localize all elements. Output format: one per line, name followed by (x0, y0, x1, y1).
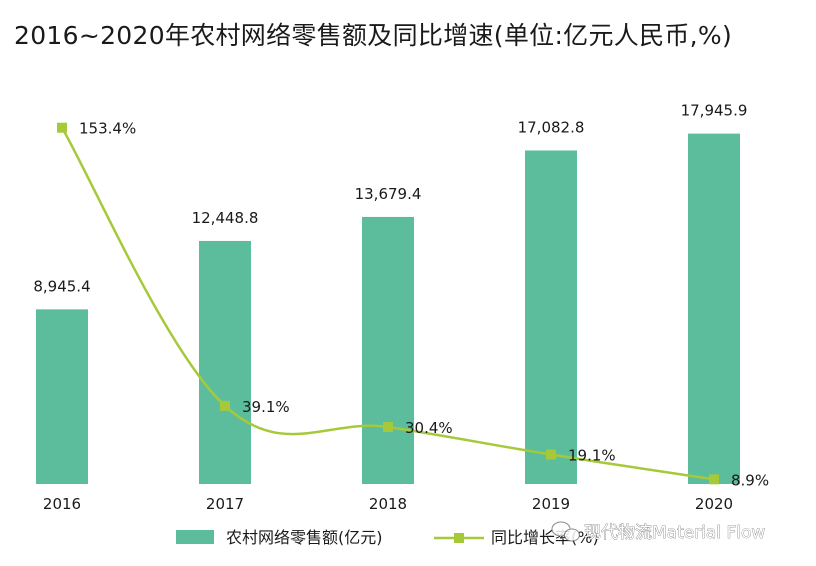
bar-value-label: 17,082.8 (518, 118, 585, 136)
watermark-text: 现代物流Material Flow (584, 523, 765, 543)
line-value-label: 30.4% (405, 419, 453, 437)
line-value-label: 19.1% (568, 447, 616, 465)
wechat-icon (551, 521, 580, 542)
legend: 农村网络零售额(亿元) 同比增长率(%) (176, 528, 599, 547)
category-label-2019: 2019 (532, 495, 570, 513)
legend-bar-label: 农村网络零售额(亿元) (226, 528, 383, 547)
category-label-2016: 2016 (43, 495, 81, 513)
bar-value-label: 17,945.9 (681, 102, 748, 120)
bar-value-label: 12,448.8 (192, 209, 259, 227)
bar-2018 (362, 216, 414, 484)
line-point-2018 (383, 422, 393, 433)
bar-value-label: 13,679.4 (355, 185, 422, 203)
bar-value-label: 8,945.4 (33, 277, 90, 295)
legend-line-marker (454, 533, 464, 543)
category-label-2020: 2020 (695, 495, 733, 513)
line-point-2017 (220, 400, 230, 411)
line-point-2020 (709, 474, 719, 485)
line-point-2016 (57, 122, 67, 133)
watermark: 现代物流Material Flow (551, 521, 766, 543)
line-value-label: 153.4% (79, 120, 136, 138)
line-value-label: 39.1% (242, 398, 290, 416)
category-labels: 2016 2017 2018 2019 2020 (43, 495, 733, 513)
line-point-2019 (546, 449, 556, 460)
line-value-label: 8.9% (731, 471, 769, 489)
legend-bar-swatch (176, 530, 214, 544)
bar-2019 (525, 150, 577, 484)
line-series: 153.4% 39.1% 30.4% 19.1% 8.9% (57, 120, 769, 489)
category-label-2017: 2017 (206, 495, 244, 513)
category-label-2018: 2018 (369, 495, 407, 513)
bar-series: 8,945.4 12,448.8 13,679.4 17,082.8 17,945.9 (33, 102, 747, 484)
legend-line-label: 同比增长率(%) (491, 528, 599, 547)
bar-2016 (36, 309, 88, 484)
bar-2020 (688, 133, 740, 484)
bar-2017 (199, 240, 251, 484)
chart-title: 2016~2020年农村网络零售额及同比增速(单位:亿元人民币,%) (14, 21, 733, 50)
growth-line (60, 127, 715, 481)
